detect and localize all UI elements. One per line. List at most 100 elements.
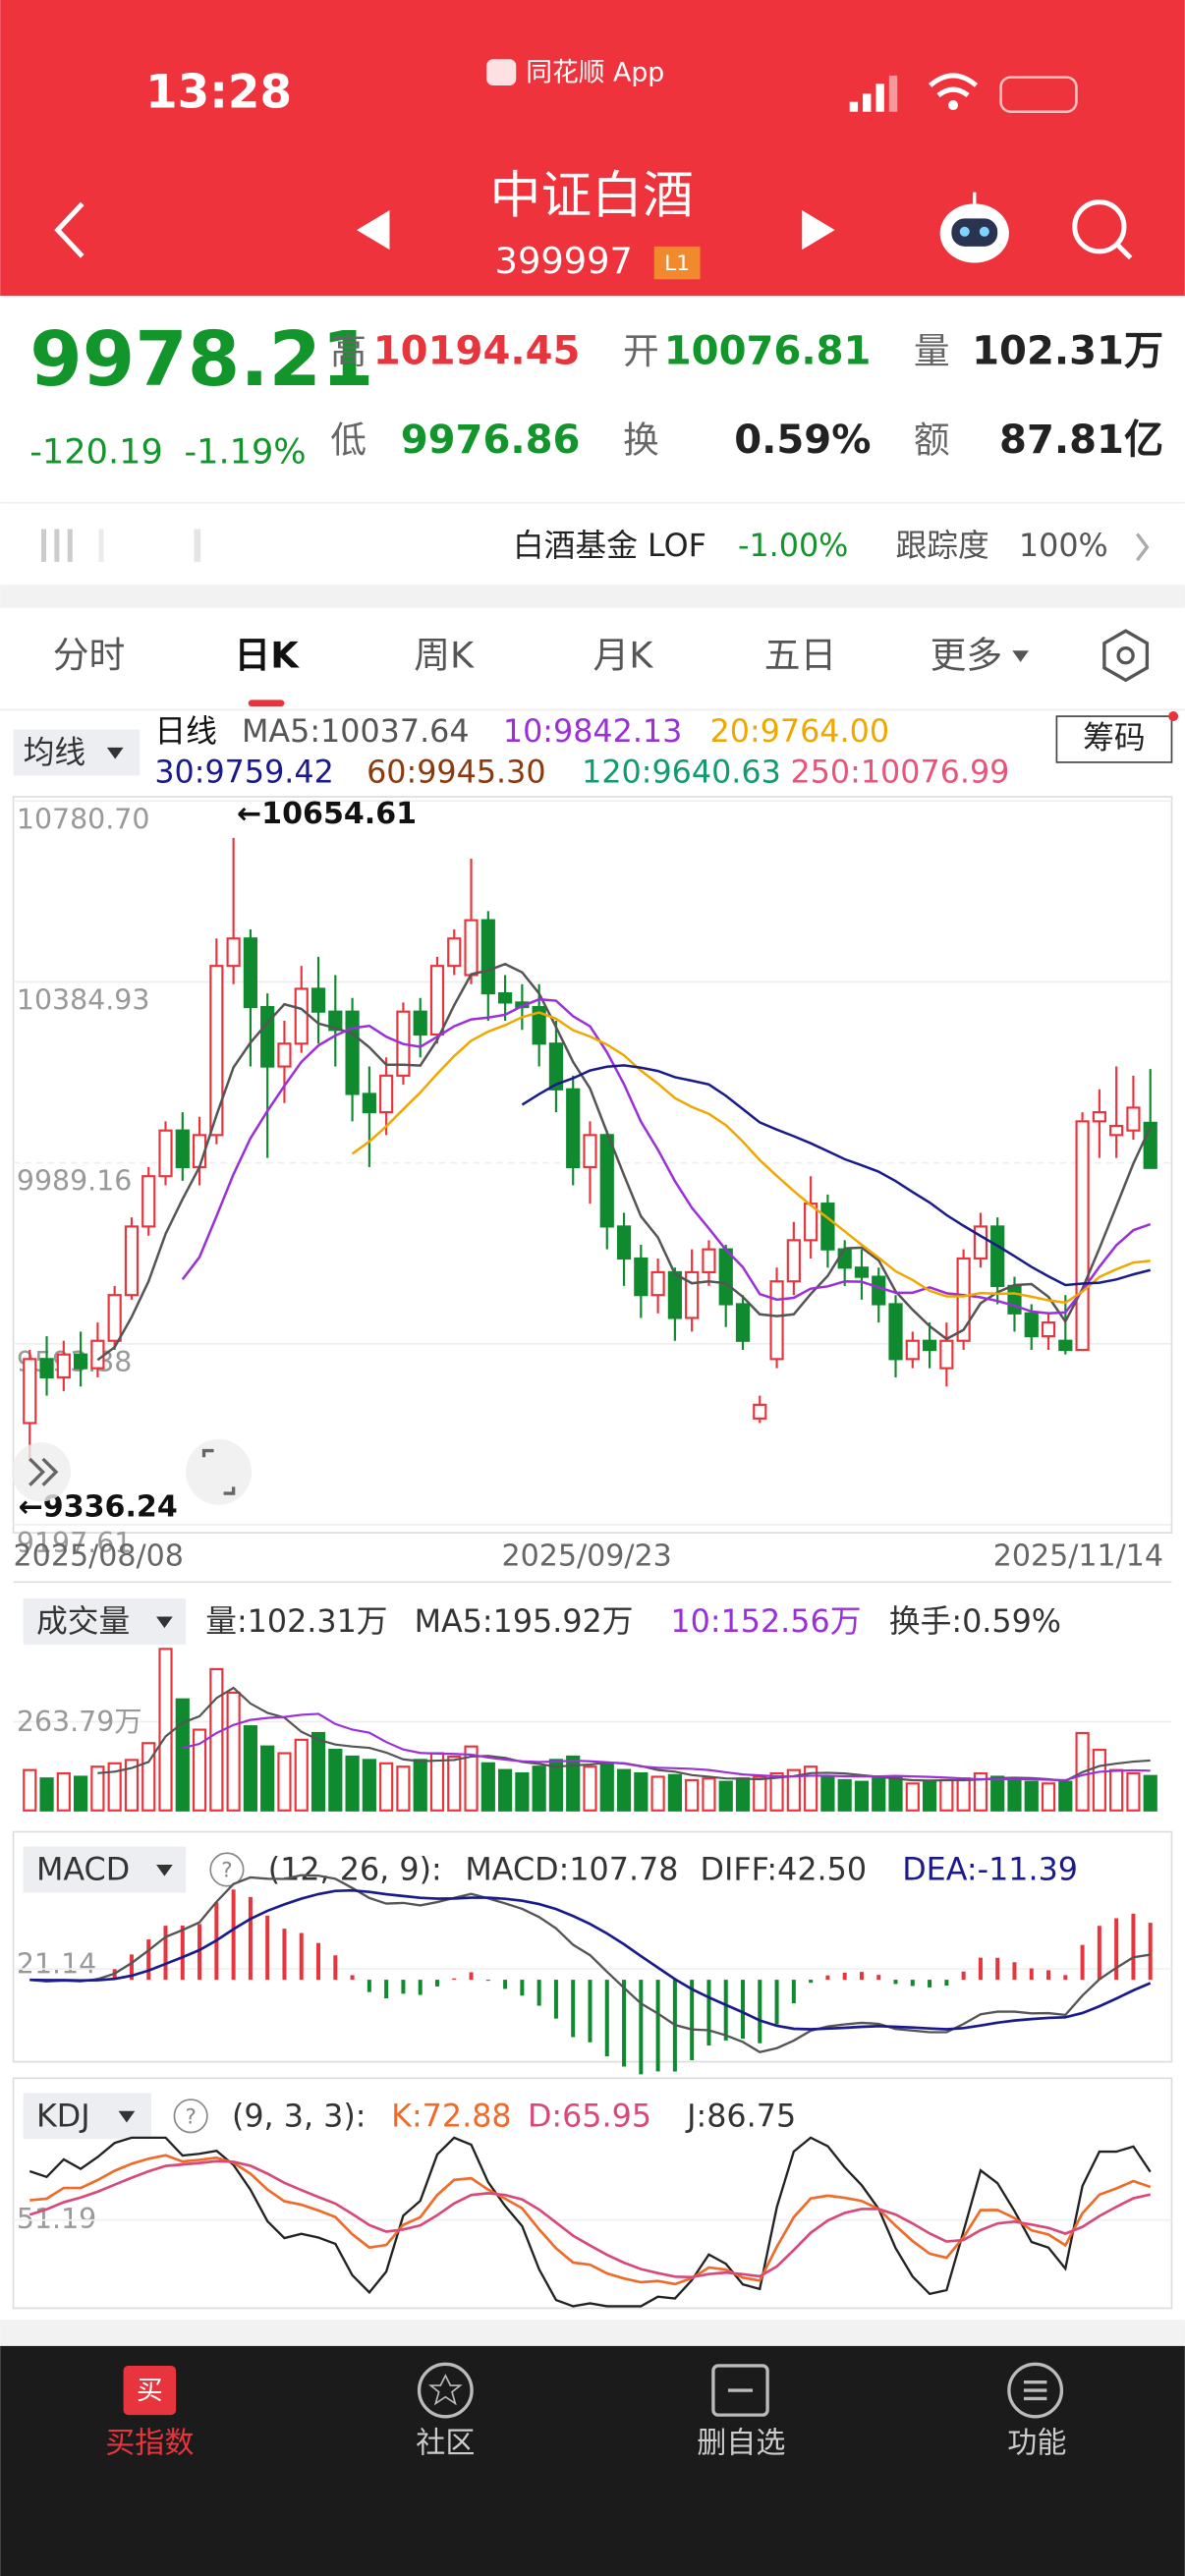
volume-bar <box>1092 1749 1106 1812</box>
tab[interactable]: 日K <box>234 634 300 676</box>
help-icon[interactable] <box>209 1852 245 1887</box>
candle-body <box>447 937 462 968</box>
volume-bar <box>634 1771 649 1812</box>
volume-bar <box>685 1778 700 1812</box>
volume-bar <box>447 1755 462 1812</box>
kdj-legend-item: D:65.95 <box>528 2099 651 2134</box>
macd-legend-item: DEA:-11.39 <box>902 1853 1078 1888</box>
quote-value: 10194.45 <box>373 329 581 374</box>
expand-button[interactable] <box>186 1438 253 1505</box>
volume-bar <box>310 1731 326 1812</box>
volume-bar <box>922 1780 937 1812</box>
kdj-params: (9, 3, 3): <box>232 2099 367 2134</box>
back-button[interactable] <box>54 201 85 258</box>
candle-body <box>277 1042 292 1068</box>
candle-body <box>362 1092 376 1114</box>
chips-button-bg[interactable] <box>1055 715 1173 763</box>
macd-button-bg[interactable] <box>23 1846 187 1893</box>
change-pct: -1.19% <box>184 432 306 473</box>
kdj-frame <box>12 2077 1173 2310</box>
candle-body <box>345 1010 360 1095</box>
volume-bar <box>497 1768 513 1812</box>
search-button[interactable] <box>1072 199 1133 260</box>
quote-value: 9976.86 <box>401 418 581 463</box>
tab[interactable]: 月K <box>592 634 653 676</box>
volume-bar <box>328 1749 343 1812</box>
volume-bar <box>209 1667 224 1812</box>
diff-line <box>29 1874 1151 2053</box>
candle-body <box>107 1294 122 1342</box>
tab[interactable]: 分时 <box>53 634 126 676</box>
quote-value: 0.59% <box>734 418 871 463</box>
kdj-legend-item: J:86.75 <box>685 2099 796 2134</box>
tab[interactable]: 更多 <box>931 634 1003 676</box>
ma-button[interactable]: 均线 <box>24 736 86 771</box>
candle-body <box>310 987 326 1013</box>
collapse-button[interactable] <box>11 1442 72 1502</box>
ma-line <box>181 997 1152 1316</box>
nav-label[interactable]: 买指数 <box>105 2427 194 2461</box>
fund-track: 100% <box>1019 529 1108 564</box>
volume-bar <box>141 1742 156 1812</box>
tab[interactable]: 周K <box>414 634 475 676</box>
volume-bar <box>23 1768 37 1812</box>
annotation: ←10654.61 <box>237 797 417 831</box>
title: 中证白酒 <box>489 166 693 225</box>
candle-body <box>124 1225 140 1297</box>
app-icon <box>486 59 517 85</box>
candle-body <box>1024 1312 1039 1338</box>
nav-label[interactable]: 删自选 <box>697 2427 785 2461</box>
volume-bar <box>804 1765 818 1812</box>
volume-bar <box>243 1725 258 1812</box>
fund-change: -1.00% <box>738 529 848 564</box>
candle-body <box>532 1005 546 1045</box>
candle-body <box>226 937 241 968</box>
nav-label[interactable]: 功能 <box>1007 2427 1066 2461</box>
macd-params: (12, 26, 9): <box>268 1853 442 1888</box>
candle-body <box>872 1275 886 1306</box>
candle-body <box>548 1042 564 1091</box>
volume-bar <box>413 1759 427 1812</box>
candle-body <box>328 1010 343 1032</box>
vol-button[interactable]: 成交量 <box>36 1604 130 1640</box>
volume-bar <box>1007 1778 1022 1812</box>
volume-bar <box>820 1775 835 1812</box>
volume-bar <box>515 1771 530 1812</box>
volume-bar <box>396 1765 411 1812</box>
tab[interactable]: 五日 <box>764 634 837 676</box>
candle-body <box>973 1225 988 1260</box>
kdj-button[interactable]: KDJ <box>36 2099 90 2134</box>
settings-button[interactable] <box>1102 629 1150 683</box>
chips-button[interactable]: 筹码 <box>1083 720 1146 756</box>
volume-bar <box>56 1771 71 1812</box>
fund-arrow[interactable] <box>1135 532 1150 562</box>
vol-button-bg[interactable] <box>23 1598 187 1645</box>
ma-legend-item: 250:10076.99 <box>790 756 1009 791</box>
volume-bar <box>1024 1780 1039 1812</box>
prev-button[interactable] <box>357 210 390 251</box>
candle-body <box>667 1270 682 1319</box>
candle-body <box>702 1248 716 1274</box>
caret <box>106 747 124 759</box>
volume-bar <box>650 1775 665 1812</box>
placeholder <box>40 529 201 562</box>
robot-button[interactable] <box>939 192 1009 263</box>
nav-icon <box>711 2364 769 2417</box>
nav-label[interactable]: 社区 <box>416 2427 475 2461</box>
wifi-dot <box>948 100 959 111</box>
candle-body <box>480 919 495 995</box>
candle-body <box>753 1403 767 1420</box>
candle-body <box>735 1303 751 1342</box>
nav-icon <box>1007 2362 1064 2419</box>
price: 9978.21 <box>29 316 373 404</box>
volume-bar <box>872 1777 886 1812</box>
volume-bar <box>753 1775 767 1812</box>
macd-frame <box>12 1830 1173 2063</box>
next-button[interactable] <box>802 210 835 251</box>
macd-button[interactable]: MACD <box>36 1853 130 1888</box>
status-time: 13:28 <box>145 66 292 119</box>
candle-body <box>634 1257 649 1297</box>
ma-legend-item: 20:9764.00 <box>710 714 889 750</box>
help-icon[interactable] <box>173 2099 208 2134</box>
volume-bar <box>464 1745 479 1812</box>
